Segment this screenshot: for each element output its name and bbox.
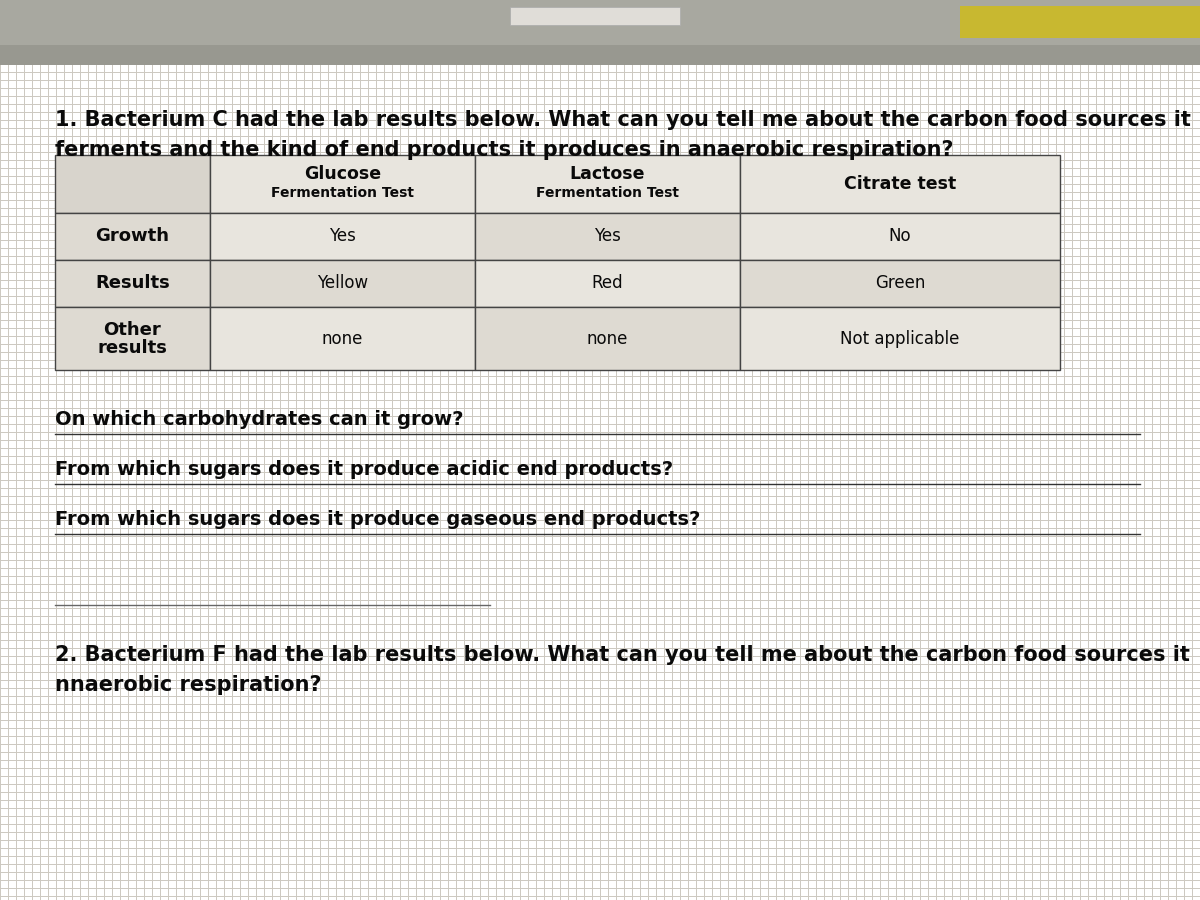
Text: Not applicable: Not applicable xyxy=(840,329,960,347)
Text: none: none xyxy=(587,329,628,347)
Text: ferments and the kind of end products it produces in anaerobic respiration?: ferments and the kind of end products it… xyxy=(55,140,954,160)
Bar xyxy=(55,212,210,260)
Text: 2. Bacterium F had the lab results below. What can you tell me about the carbon : 2. Bacterium F had the lab results below… xyxy=(55,645,1190,665)
Text: 1. Bacterium C had the lab results below. What can you tell me about the carbon : 1. Bacterium C had the lab results below… xyxy=(55,110,1190,130)
Bar xyxy=(475,260,740,307)
Text: Fermentation Test: Fermentation Test xyxy=(536,185,679,200)
Bar xyxy=(740,155,1060,212)
Bar xyxy=(0,45,1200,65)
Bar xyxy=(475,307,740,370)
Bar xyxy=(55,260,210,307)
Bar xyxy=(475,155,740,212)
Text: Yellow: Yellow xyxy=(317,274,368,292)
Text: Other: Other xyxy=(103,320,161,338)
Text: Fermentation Test: Fermentation Test xyxy=(271,185,414,200)
Text: nnaerobic respiration?: nnaerobic respiration? xyxy=(55,675,322,695)
Bar xyxy=(740,307,1060,370)
Bar xyxy=(210,260,475,307)
Text: Lactose: Lactose xyxy=(570,165,646,183)
Text: none: none xyxy=(322,329,364,347)
Bar xyxy=(210,307,475,370)
Text: Growth: Growth xyxy=(96,228,169,246)
Text: Citrate test: Citrate test xyxy=(844,175,956,193)
Bar xyxy=(960,6,1200,38)
Bar xyxy=(510,7,680,25)
Text: Results: Results xyxy=(95,274,170,292)
Text: results: results xyxy=(97,338,168,356)
Text: Green: Green xyxy=(875,274,925,292)
Bar xyxy=(740,260,1060,307)
Text: On which carbohydrates can it grow?: On which carbohydrates can it grow? xyxy=(55,410,463,429)
Text: Yes: Yes xyxy=(594,228,620,246)
Text: From which sugars does it produce gaseous end products?: From which sugars does it produce gaseou… xyxy=(55,510,701,529)
Bar xyxy=(210,155,475,212)
Text: Red: Red xyxy=(592,274,623,292)
Bar xyxy=(0,0,1200,45)
Bar xyxy=(210,212,475,260)
Bar xyxy=(475,212,740,260)
Text: Glucose: Glucose xyxy=(304,165,382,183)
Bar xyxy=(55,155,210,212)
Text: Yes: Yes xyxy=(329,228,356,246)
Text: No: No xyxy=(889,228,911,246)
Text: From which sugars does it produce acidic end products?: From which sugars does it produce acidic… xyxy=(55,460,673,479)
Bar xyxy=(740,212,1060,260)
Bar xyxy=(55,307,210,370)
